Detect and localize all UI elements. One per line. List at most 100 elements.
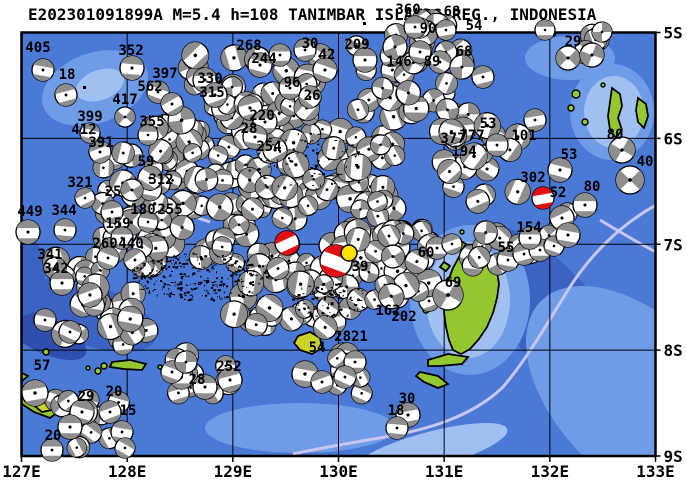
- focal-mechanism: [287, 270, 315, 298]
- depth-label: 194: [451, 144, 476, 160]
- focal-mechanism: [247, 52, 273, 78]
- depth-label: 29: [78, 389, 95, 405]
- focal-mechanism: [268, 43, 292, 67]
- focal-mechanism: [88, 140, 112, 164]
- lon-axis-label: 128E: [108, 462, 147, 481]
- focal-mechanism: [518, 226, 542, 250]
- plate-boundary-line: [292, 203, 656, 456]
- focal-mechanism: [523, 108, 547, 132]
- focal-mechanism: [378, 283, 405, 310]
- focal-mechanism: [271, 174, 298, 201]
- lon-axis-label: 133E: [636, 462, 675, 481]
- depth-label: 20: [106, 384, 123, 400]
- bathymetry-patch: [205, 403, 395, 453]
- depth-label: 342: [43, 261, 68, 277]
- depth-label: 412: [71, 122, 96, 138]
- depth-label: 202: [391, 309, 416, 325]
- depth-label: 18: [388, 403, 405, 419]
- focal-mechanism: [188, 245, 214, 270]
- depth-label: 20: [45, 428, 62, 444]
- depth-label: 54: [309, 340, 326, 356]
- focal-mechanism: [262, 137, 288, 163]
- depth-label: 777: [459, 128, 484, 144]
- depth-label: 28: [189, 372, 206, 388]
- focal-mechanism: [294, 299, 315, 319]
- focal-mechanism: [293, 38, 317, 62]
- depth-label: 30: [399, 391, 416, 407]
- focal-mechanism: [435, 72, 458, 95]
- depth-label: 68: [456, 44, 473, 60]
- focal-mechanism: [465, 189, 491, 214]
- focal-mechanism: [110, 226, 134, 250]
- focal-mechanism: [278, 76, 302, 100]
- focal-mechanism: [384, 145, 406, 167]
- island: [42, 348, 50, 356]
- focal-mechanism: [137, 165, 163, 191]
- depth-label: 146: [386, 54, 411, 70]
- depth-label: 252: [216, 359, 241, 375]
- depth-label: 391: [88, 135, 113, 151]
- island: [567, 104, 575, 112]
- focal-mechanism: [615, 165, 645, 195]
- focal-mechanism: [192, 374, 218, 400]
- focal-mechanism: [572, 192, 598, 218]
- focal-mechanism: [555, 222, 581, 248]
- depth-label: 312: [148, 172, 173, 188]
- focal-mechanism: [369, 134, 392, 156]
- depth-label: 159: [105, 216, 130, 232]
- beachball-layer: [15, 9, 645, 462]
- bathymetry-patch: [352, 422, 508, 456]
- depth-label: 25: [105, 184, 122, 200]
- focal-mechanism: [40, 438, 64, 462]
- focal-mechanism: [460, 142, 488, 171]
- bathymetry-patch: [75, 68, 125, 102]
- island: [292, 331, 324, 355]
- lat-axis-label: 5S: [664, 24, 683, 43]
- focal-mechanism: [321, 136, 346, 161]
- lon-axis-label: 127E: [2, 462, 41, 481]
- focal-mechanism: [327, 348, 348, 369]
- focal-mechanism: [312, 315, 338, 340]
- depth-label: 355: [139, 114, 164, 130]
- focal-mechanism: [162, 170, 183, 191]
- focal-mechanism-highlighted: [274, 230, 300, 256]
- tiny-event-dot: [83, 86, 86, 89]
- focal-mechanism: [403, 15, 427, 39]
- focal-mechanism: [217, 367, 243, 393]
- focal-mechanism: [21, 379, 49, 407]
- depth-label: 30: [302, 36, 319, 52]
- lat-axis-label: 7S: [664, 235, 683, 254]
- focal-mechanism: [312, 57, 338, 83]
- focal-mechanism: [96, 246, 120, 270]
- focal-mechanism: [148, 138, 173, 164]
- depth-label: 377: [440, 131, 465, 147]
- lon-axis-label: 132E: [531, 462, 570, 481]
- depth-label: 449: [17, 204, 42, 220]
- focal-mechanism: [345, 227, 371, 252]
- depth-label: 53: [480, 116, 497, 132]
- focal-mechanism: [123, 248, 147, 272]
- island: [459, 229, 465, 235]
- focal-mechanism: [377, 224, 401, 248]
- bathymetry-patch: [21, 235, 45, 315]
- focal-mechanism: [74, 187, 96, 209]
- depth-label: 405: [25, 40, 50, 56]
- focal-mechanism: [31, 58, 55, 82]
- focal-mechanism: [438, 118, 465, 145]
- focal-mechanism: [207, 145, 229, 166]
- focal-mechanism: [137, 211, 159, 233]
- focal-mechanism: [428, 50, 452, 74]
- depth-label: 60: [418, 245, 435, 261]
- depth-label: 315: [199, 85, 224, 101]
- depth-label: 440: [118, 236, 143, 252]
- focal-mechanism: [266, 256, 290, 281]
- depth-label: 255: [157, 202, 182, 218]
- focal-mechanism: [435, 19, 457, 41]
- focal-mechanism: [79, 421, 103, 444]
- focal-mechanism: [242, 124, 268, 150]
- focal-mechanism: [437, 159, 462, 184]
- focal-mechanism: [385, 416, 409, 440]
- focal-mechanism: [194, 167, 219, 192]
- lon-axis-label: 129E: [214, 462, 253, 481]
